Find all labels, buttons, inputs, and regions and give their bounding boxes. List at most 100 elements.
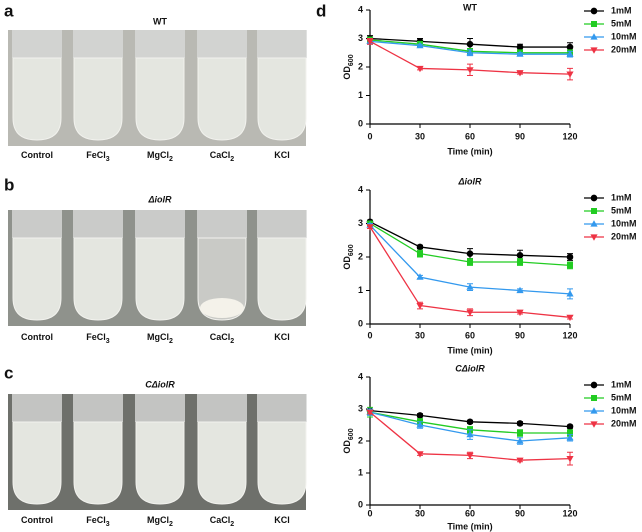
x-tick-label: 30 bbox=[415, 330, 425, 340]
tube-label-text: MgCl bbox=[147, 332, 169, 342]
tube bbox=[12, 237, 62, 321]
tube-cap bbox=[12, 394, 62, 422]
legend-marker bbox=[591, 208, 597, 214]
tube-label-sub: 2 bbox=[230, 338, 234, 345]
chart-title: CΔiolR bbox=[455, 363, 485, 373]
tube-cap bbox=[12, 30, 62, 58]
marker bbox=[466, 40, 474, 48]
tube bbox=[257, 421, 307, 505]
panel-label: a bbox=[4, 1, 14, 20]
tube bbox=[135, 237, 185, 321]
tube bbox=[197, 237, 247, 321]
y-tick-label: 4 bbox=[358, 184, 363, 194]
marker bbox=[417, 250, 423, 257]
marker bbox=[366, 224, 374, 231]
tube bbox=[73, 57, 123, 141]
tube-label-text: MgCl bbox=[147, 515, 169, 525]
legend-label: 5mM bbox=[611, 205, 632, 215]
tube-label-text: FeCl bbox=[86, 332, 106, 342]
marker bbox=[567, 262, 573, 269]
y-tick-label: 2 bbox=[358, 251, 363, 261]
marker bbox=[467, 259, 473, 266]
panel-label: c bbox=[4, 363, 13, 382]
y-axis-label: OD600 bbox=[342, 428, 354, 453]
marker bbox=[416, 41, 424, 49]
tube-label: Control bbox=[21, 515, 53, 525]
marker bbox=[416, 65, 424, 73]
legend-label: 5mM bbox=[611, 18, 632, 28]
tube bbox=[135, 421, 185, 505]
marker bbox=[566, 434, 574, 441]
tube-label-sub: 2 bbox=[169, 156, 173, 163]
tube-label-text: KCl bbox=[274, 150, 290, 160]
legend-label: 20mM bbox=[611, 231, 637, 241]
y-tick-label: 1 bbox=[358, 285, 363, 295]
tube-label-sub: 2 bbox=[230, 156, 234, 163]
marker bbox=[416, 273, 424, 280]
tube-cap bbox=[257, 210, 307, 238]
x-tick-label: 120 bbox=[562, 131, 577, 141]
tube-label-text: MgCl bbox=[147, 150, 169, 160]
panel-label: b bbox=[4, 175, 14, 194]
tube-label: Control bbox=[21, 332, 53, 342]
y-tick-label: 4 bbox=[358, 4, 363, 14]
y-axis-label: OD600 bbox=[342, 244, 354, 269]
tube-label-sub: 2 bbox=[169, 521, 173, 528]
panel-label: d bbox=[316, 1, 326, 20]
x-tick-label: 60 bbox=[465, 330, 475, 340]
legend-marker bbox=[591, 21, 597, 27]
x-tick-label: 60 bbox=[465, 508, 475, 518]
tube bbox=[73, 421, 123, 505]
tube-label-sub: 2 bbox=[230, 521, 234, 528]
tube-label: MgCl2 bbox=[147, 150, 173, 162]
marker bbox=[466, 48, 474, 56]
marker bbox=[366, 38, 374, 46]
legend-label: 10mM bbox=[611, 405, 637, 415]
legend-marker bbox=[590, 194, 598, 202]
marker bbox=[516, 43, 524, 51]
legend-label: 1mM bbox=[611, 5, 632, 15]
legend-label: 20mM bbox=[611, 44, 637, 54]
tube-label: KCl bbox=[274, 515, 290, 525]
tube bbox=[197, 57, 247, 141]
tube-label: FeCl3 bbox=[86, 515, 110, 527]
legend-label: 10mM bbox=[611, 218, 637, 228]
tube bbox=[12, 421, 62, 505]
legend-marker bbox=[590, 421, 598, 428]
tube-cap bbox=[197, 30, 247, 58]
y-axis-label-sub: 600 bbox=[348, 54, 355, 66]
marker bbox=[416, 302, 424, 310]
y-tick-label: 4 bbox=[358, 371, 363, 381]
marker bbox=[516, 70, 524, 77]
tube-label-text: FeCl bbox=[86, 515, 106, 525]
marker bbox=[566, 50, 574, 57]
marker bbox=[416, 243, 424, 251]
photo-title: ΔiolR bbox=[147, 194, 172, 204]
tube bbox=[12, 57, 62, 141]
tube-label-sub: 2 bbox=[169, 338, 173, 345]
y-tick-label: 2 bbox=[358, 435, 363, 445]
tube-label: CaCl2 bbox=[210, 150, 235, 162]
legend-marker bbox=[590, 407, 598, 414]
tube bbox=[135, 57, 185, 141]
tube-cap bbox=[73, 210, 123, 238]
tube-cap bbox=[73, 394, 123, 422]
legend-marker bbox=[590, 33, 598, 40]
legend-label: 20mM bbox=[611, 418, 637, 428]
tube bbox=[257, 57, 307, 141]
chart-title: WT bbox=[463, 2, 477, 12]
tube-label-text: KCl bbox=[274, 332, 290, 342]
legend-marker bbox=[590, 7, 598, 15]
marker bbox=[466, 452, 474, 460]
marker bbox=[466, 418, 474, 426]
tube-cap bbox=[257, 394, 307, 422]
tube-cap bbox=[73, 30, 123, 58]
photo-title: WT bbox=[153, 16, 167, 26]
marker bbox=[466, 250, 474, 257]
tube-label-text: KCl bbox=[274, 515, 290, 525]
legend-label: 10mM bbox=[611, 31, 637, 41]
legend-label: 1mM bbox=[611, 379, 632, 389]
series-line bbox=[369, 226, 571, 318]
